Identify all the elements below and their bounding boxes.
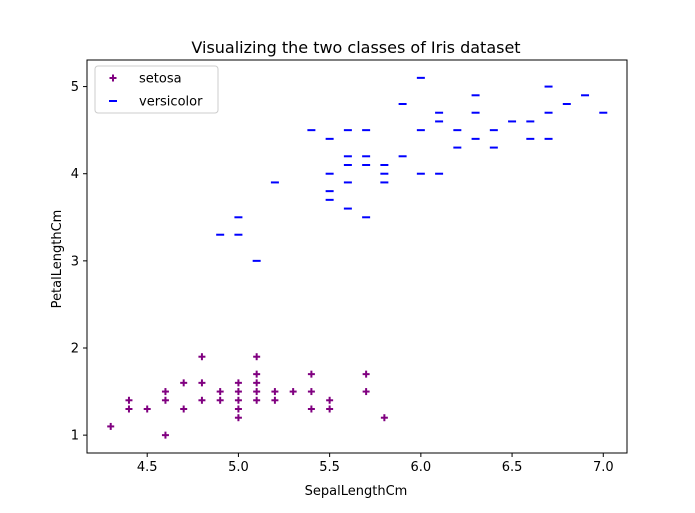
point-setosa [234,388,242,396]
y-axis-label: PetalLengthCm [50,210,65,309]
y-tick-label: 4 [71,167,79,182]
point-setosa [289,388,297,396]
point-setosa [253,353,261,361]
point-setosa [307,388,315,396]
point-setosa [253,370,261,378]
point-setosa [326,405,334,413]
x-tick-label: 7.0 [593,460,614,475]
point-setosa [161,396,169,404]
point-setosa [234,379,242,387]
point-setosa [125,396,133,404]
point-setosa [198,396,206,404]
point-setosa [326,396,334,404]
point-setosa [234,414,242,422]
legend: setosa versicolor [94,65,219,114]
point-setosa [161,388,169,396]
legend-label-setosa: setosa [139,72,182,87]
point-setosa [198,353,206,361]
x-tick-label: 5.0 [228,460,249,475]
point-setosa [307,405,315,413]
x-tick-label: 5.5 [319,460,340,475]
point-setosa [180,379,188,387]
plot-area [87,60,627,453]
point-setosa [271,396,279,404]
x-axis-ticks: 4.5 5.0 5.5 6.0 6.5 7.0 [137,453,614,475]
x-tick-label: 6.5 [502,460,523,475]
x-tick-label: 4.5 [137,460,158,475]
data-points [107,76,608,439]
legend-label-versicolor: versicolor [139,95,203,110]
point-setosa [253,388,261,396]
y-tick-label: 1 [71,429,79,444]
legend-box [94,65,219,114]
point-setosa [234,405,242,413]
point-setosa [143,405,151,413]
point-setosa [234,396,242,404]
point-setosa [362,370,370,378]
plot-border [86,59,628,454]
x-axis-label: SepalLengthCm [305,484,408,499]
point-setosa [180,405,188,413]
y-tick-label: 3 [71,254,79,269]
point-setosa [307,370,315,378]
point-setosa [362,388,370,396]
legend-marker-setosa [109,74,117,82]
point-setosa [380,414,388,422]
point-setosa [161,431,169,439]
point-setosa [216,388,224,396]
point-setosa [198,379,206,387]
point-setosa [271,388,279,396]
chart-title: Visualizing the two classes of Iris data… [191,38,520,57]
series-setosa [107,353,388,439]
series-versicolor [216,76,608,262]
y-axis-ticks: 1 2 3 4 5 [71,80,87,444]
point-setosa [216,396,224,404]
x-tick-label: 6.0 [411,460,432,475]
point-setosa [107,422,115,430]
y-tick-label: 2 [71,341,79,356]
point-setosa [253,396,261,404]
y-tick-label: 5 [71,80,79,95]
point-setosa [253,379,261,387]
point-setosa [125,405,133,413]
